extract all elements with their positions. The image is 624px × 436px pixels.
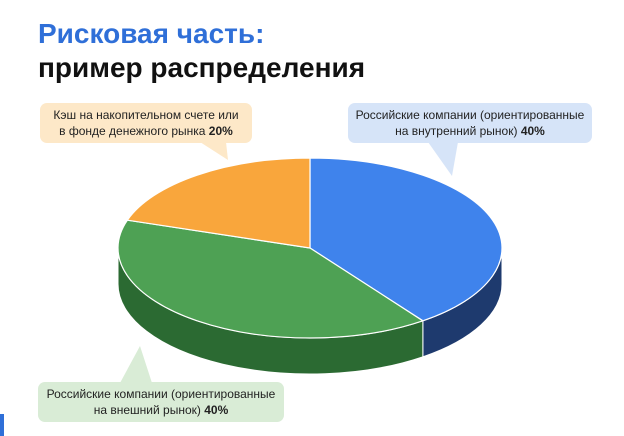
callout-cash: Кэш на накопительном счете или в фонде д… bbox=[40, 103, 252, 143]
callout-domestic-line2: на внутренний рынок) bbox=[395, 124, 518, 138]
pie-slice-export bbox=[117, 219, 424, 339]
callout-cash-pointer bbox=[200, 142, 228, 160]
pie-slice-cash bbox=[126, 157, 311, 249]
pie-tops bbox=[117, 157, 503, 339]
callout-cash-box bbox=[40, 103, 252, 143]
callout-export-pct: 40% bbox=[204, 403, 229, 417]
callout-export-pointer bbox=[120, 346, 152, 383]
callout-export-line1: Российские компании (ориентированные bbox=[46, 387, 276, 401]
callout-cash-pct: 20% bbox=[208, 124, 233, 138]
callout-domestic-pct: 40% bbox=[520, 124, 545, 138]
callout-domestic-pointer bbox=[428, 142, 458, 176]
callout-export: Российские компании (ориентированные на … bbox=[38, 382, 284, 422]
callout-domestic-box bbox=[348, 103, 592, 143]
callout-export-box bbox=[38, 382, 284, 422]
slide-title-line1: Рисковая часть: bbox=[38, 18, 265, 49]
callout-cash-line2: в фонде денежного рынка bbox=[59, 124, 206, 138]
callout-shapes bbox=[38, 103, 592, 422]
pie-slice-domestic bbox=[309, 157, 503, 322]
callout-export-line2: на внешний рынок) bbox=[93, 403, 201, 417]
callout-cash-line1: Кэш на накопительном счете или bbox=[53, 108, 239, 122]
slide-accent-bar bbox=[0, 414, 4, 436]
callout-domestic: Российские компании (ориентированные на … bbox=[348, 103, 592, 143]
slide-title-line2: пример распределения bbox=[38, 52, 366, 83]
callout-domestic-line1: Российские компании (ориентированные bbox=[355, 108, 585, 122]
